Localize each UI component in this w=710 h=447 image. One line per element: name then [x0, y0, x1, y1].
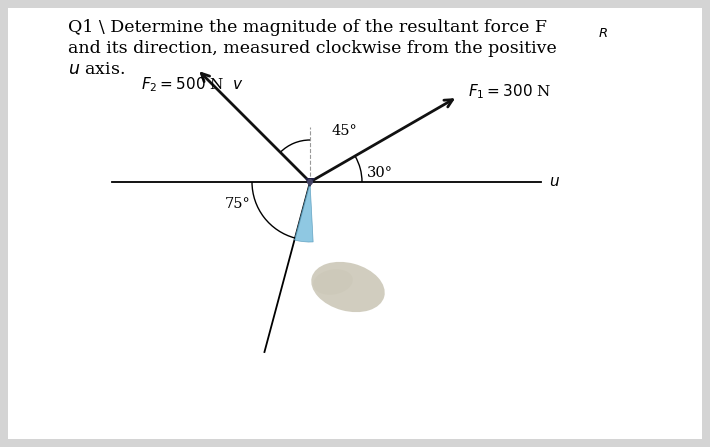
- FancyBboxPatch shape: [8, 8, 702, 439]
- Ellipse shape: [311, 262, 385, 312]
- Polygon shape: [305, 178, 315, 187]
- Text: $F_1 = 300$ N: $F_1 = 300$ N: [468, 83, 551, 101]
- Ellipse shape: [313, 269, 353, 295]
- Text: 45°: 45°: [332, 124, 358, 138]
- Text: and its direction, measured clockwise from the positive: and its direction, measured clockwise fr…: [68, 40, 557, 57]
- Text: 75°: 75°: [225, 197, 251, 211]
- Text: Q1 \ Determine the magnitude of the resultant force F: Q1 \ Determine the magnitude of the resu…: [68, 19, 547, 36]
- Text: $_{R}$: $_{R}$: [598, 22, 608, 40]
- Text: $F_2 = 500$ N  $v$: $F_2 = 500$ N $v$: [141, 75, 244, 94]
- Text: 30°: 30°: [367, 166, 393, 180]
- Text: $u$: $u$: [549, 175, 560, 189]
- Wedge shape: [295, 182, 313, 242]
- Text: $u$ axis.: $u$ axis.: [68, 61, 125, 78]
- Circle shape: [307, 179, 313, 185]
